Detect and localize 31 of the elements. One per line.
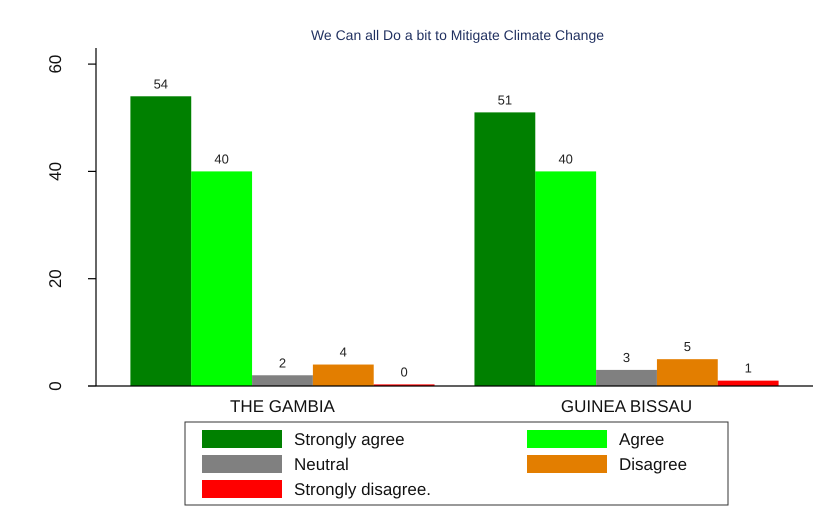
data-label: 1 bbox=[744, 360, 752, 376]
data-label: 2 bbox=[278, 355, 286, 370]
legend-label: Strongly agree bbox=[294, 430, 405, 449]
bar bbox=[656, 359, 718, 386]
bar bbox=[474, 112, 536, 386]
bar bbox=[535, 171, 596, 386]
y-tick-label: 0 bbox=[46, 381, 65, 391]
bar bbox=[718, 380, 779, 386]
data-label: 3 bbox=[622, 350, 630, 365]
chart-title: We Can all Do a bit to Mitigate Climate Change bbox=[310, 27, 604, 43]
legend-label: Agree bbox=[619, 430, 664, 449]
data-label: 40 bbox=[214, 151, 229, 166]
data-label: 54 bbox=[154, 76, 168, 92]
data-label: 51 bbox=[498, 92, 512, 108]
y-tick-label: 20 bbox=[46, 269, 65, 288]
legend-label: Strongly disagree. bbox=[294, 480, 432, 499]
data-label: 4 bbox=[340, 344, 347, 360]
bar bbox=[130, 96, 192, 386]
legend-label: Disagree bbox=[619, 455, 688, 474]
x-tick-label: GUINEA BISSAU bbox=[560, 397, 692, 416]
y-tick-label: 60 bbox=[46, 54, 65, 74]
bar bbox=[191, 171, 252, 386]
bar bbox=[312, 364, 374, 386]
data-label: 40 bbox=[558, 151, 573, 166]
y-tick-label: 40 bbox=[46, 162, 65, 181]
legend-label: Neutral bbox=[294, 455, 349, 474]
bar bbox=[596, 370, 657, 386]
data-label: 0 bbox=[400, 364, 408, 380]
data-label: 5 bbox=[684, 339, 691, 354]
bar bbox=[252, 375, 313, 386]
x-tick-label: THE GAMBIA bbox=[230, 397, 336, 416]
